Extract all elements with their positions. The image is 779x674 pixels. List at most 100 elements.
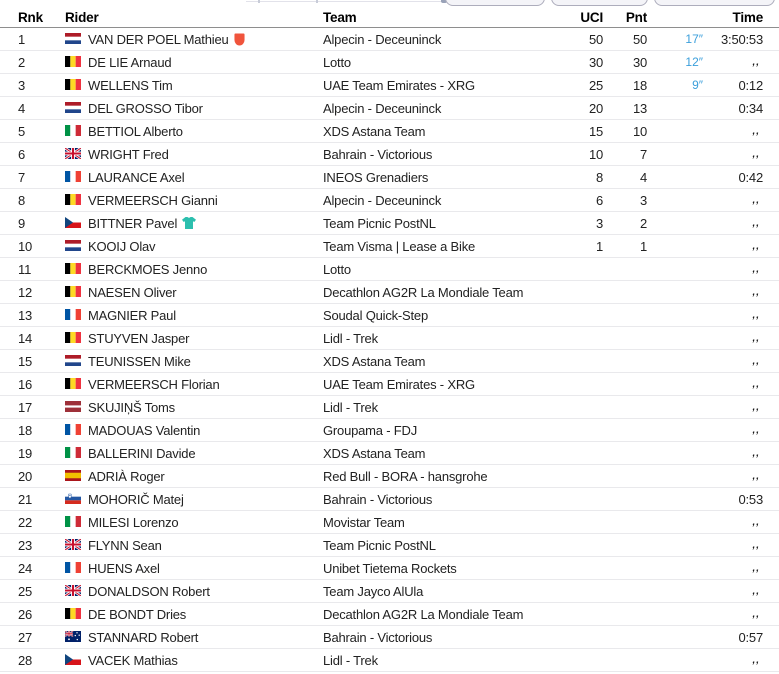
table-row: 4 DEL GROSSO Tibor Alpecin - Deceuninck … [0,97,779,120]
rider-name-link[interactable]: DEL GROSSO Tibor [88,100,203,116]
team-name-link[interactable]: Red Bull - BORA - hansgrohe [323,468,488,484]
time-cell: ,, [752,608,760,620]
team-name-link[interactable]: Team Visma | Lease a Bike [323,238,476,254]
team-name-link[interactable]: Soudal Quick-Step [323,307,428,323]
pnt-points-cell: 18 [632,77,647,93]
rider-name-link[interactable]: WRIGHT Fred [88,146,169,162]
team-name-link[interactable]: Unibet Tietema Rockets [323,560,457,576]
uci-points-cell: 1 [595,238,603,254]
rider-name-link[interactable]: FLYNN Sean [88,537,162,553]
rider-name-link[interactable]: STUYVEN Jasper [88,330,190,346]
team-name-link[interactable]: UAE Team Emirates - XRG [323,376,475,392]
team-name-link[interactable]: XDS Astana Team [323,445,426,461]
pnt-points-cell: 7 [639,146,647,162]
team-name-link[interactable]: XDS Astana Team [323,353,426,369]
team-name-link[interactable]: Lotto [323,261,351,277]
time-cell: ,, [752,332,760,344]
rider-name-link[interactable]: DE LIE Arnaud [88,54,172,70]
rider-name-link[interactable]: VAN DER POEL Mathieu [88,32,323,47]
column-header-rnk[interactable]: Rnk [18,10,43,25]
rider-name-link[interactable]: VERMEERSCH Gianni [88,192,218,208]
top-button-2[interactable] [551,0,648,6]
uci-points-cell: 8 [595,169,603,185]
team-name-link[interactable]: Lidl - Trek [323,330,378,346]
team-name-link[interactable]: Alpecin - Deceuninck [323,31,442,47]
column-header-rider[interactable]: Rider [65,10,99,25]
team-name-link[interactable]: UAE Team Emirates - XRG [323,77,475,93]
team-name-link[interactable]: Movistar Team [323,514,405,530]
rider-name-link[interactable]: DONALDSON Robert [88,583,210,599]
rider-name-link[interactable]: BITTNER Pavel [88,216,323,231]
column-header-uci[interactable]: UCI [580,10,603,25]
team-name-link[interactable]: Lidl - Trek [323,652,378,668]
rider-name-link[interactable]: NAESEN Oliver [88,284,177,300]
rider-name-link[interactable]: TEUNISSEN Mike [88,353,191,369]
rider-name-link[interactable]: STANNARD Robert [88,629,199,645]
table-header-row: Rnk Rider Team UCI Pnt Time [0,8,779,28]
column-header-time[interactable]: Time [732,10,764,25]
top-button-1[interactable] [445,0,545,6]
top-tab-divider [316,0,318,3]
team-name-link[interactable]: INEOS Grenadiers [323,169,429,185]
team-name-link[interactable]: Team Picnic PostNL [323,215,436,231]
team-name-link[interactable]: Decathlon AG2R La Mondiale Team [323,606,524,622]
country-flag-icon-nl [65,239,81,251]
country-flag-icon-be [65,78,81,90]
rank-cell: 12 [18,284,33,300]
time-cell: ,, [752,56,760,68]
time-cell: ,, [752,539,760,551]
column-header-pnt[interactable]: Pnt [625,10,647,25]
team-name-link[interactable]: Bahrain - Victorious [323,146,433,162]
team-name-link[interactable]: Decathlon AG2R La Mondiale Team [323,284,524,300]
team-name-link[interactable]: Alpecin - Deceuninck [323,100,442,116]
rider-name-link[interactable]: VACEK Mathias [88,652,178,668]
team-name-link[interactable]: Lidl - Trek [323,399,378,415]
time-cell: ,, [752,654,760,666]
team-name-link[interactable]: Alpecin - Deceuninck [323,192,442,208]
leader-shield-icon [233,33,245,46]
pnt-points-cell: 1 [639,238,647,254]
team-name-link[interactable]: XDS Astana Team [323,123,426,139]
table-row: 14 STUYVEN Jasper Lidl - Trek ,, [0,327,779,350]
rider-name-link[interactable]: DE BONDT Dries [88,606,187,622]
column-header-team[interactable]: Team [323,10,357,25]
rider-name-link[interactable]: BALLERINI Davide [88,445,196,461]
time-cell: ,, [752,447,760,459]
time-cell: ,, [752,355,760,367]
bonus-seconds-cell: 17″ [685,32,703,46]
rank-cell: 10 [18,238,33,254]
top-button-3[interactable] [654,0,775,6]
rider-name-link[interactable]: LAURANCE Axel [88,169,185,185]
rider-name-link[interactable]: BETTIOL Alberto [88,123,183,139]
rank-cell: 28 [18,652,33,668]
table-row: 22 MILESI Lorenzo Movistar Team ,, [0,511,779,534]
rider-name-link[interactable]: MOHORIČ Matej [88,491,184,507]
rider-name-link[interactable]: ADRIÀ Roger [88,468,165,484]
rider-name-link[interactable]: MILESI Lorenzo [88,514,179,530]
team-name-link[interactable]: Team Jayco AlUla [323,583,424,599]
rider-name-link[interactable]: HUENS Axel [88,560,160,576]
table-row: 5 BETTIOL Alberto XDS Astana Team 15 10 … [0,120,779,143]
country-flag-icon-fr [65,561,81,573]
rider-name-link[interactable]: BERCKMOES Jenno [88,261,208,277]
rider-name-link[interactable]: KOOIJ Olav [88,238,156,254]
team-name-link[interactable]: Bahrain - Victorious [323,629,433,645]
rider-name-link[interactable]: MAGNIER Paul [88,307,176,323]
rank-cell: 2 [18,54,26,70]
uci-points-cell: 30 [588,54,603,70]
rank-cell: 16 [18,376,33,392]
rider-name-link[interactable]: VERMEERSCH Florian [88,376,220,392]
team-name-link[interactable]: Lotto [323,54,351,70]
pnt-points-cell: 50 [632,31,647,47]
uci-points-cell: 6 [595,192,603,208]
bonus-seconds-cell: 9″ [692,78,703,92]
rider-name-link[interactable]: WELLENS Tim [88,77,173,93]
country-flag-icon-cz [65,216,81,228]
team-name-link[interactable]: Bahrain - Victorious [323,491,433,507]
time-cell: ,, [752,585,760,597]
rider-name-link[interactable]: MADOUAS Valentin [88,422,201,438]
team-name-link[interactable]: Groupama - FDJ [323,422,418,438]
team-name-link[interactable]: Team Picnic PostNL [323,537,436,553]
rank-cell: 17 [18,399,33,415]
rider-name-link[interactable]: SKUJIŅŠ Toms [88,399,175,415]
